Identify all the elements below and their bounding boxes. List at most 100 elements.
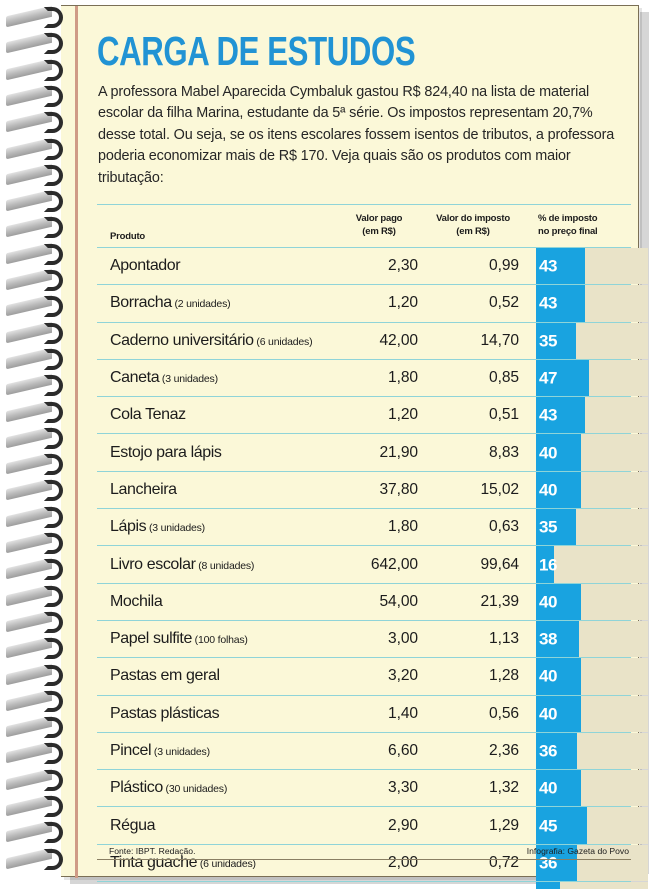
table-row: Tinta guache (6 unidades) 2,00 0,72 36 [97, 844, 648, 883]
spiral-coil-hook [44, 585, 63, 607]
spiral-coil [0, 110, 64, 137]
table-row: Lancheira 37,80 15,02 40 [97, 471, 648, 510]
spiral-coil-hook [44, 401, 63, 423]
column-header-valor-pago: Valor pago (em R$) [340, 212, 418, 238]
spiral-coil [0, 5, 64, 32]
table-row: Pastas plásticas 1,40 0,56 40 [97, 695, 648, 733]
bar-fill [536, 807, 588, 844]
cell-produto: Estojo para lápis [110, 443, 222, 461]
bar-fill [536, 322, 576, 359]
bar-fill [536, 732, 577, 770]
spiral-coil [0, 400, 64, 427]
cell-produto: Apontador [110, 257, 181, 275]
bar-track: 35 [536, 322, 648, 359]
spiral-coil-hook [44, 480, 63, 502]
table-total-row: TOTAL R$828,40 R$171,76 21 [97, 882, 648, 889]
cell-produto: Cola Tenaz [110, 406, 186, 424]
spiral-coil-hook [44, 717, 63, 739]
cell-valor-imposto: 0,56 [489, 704, 519, 722]
bar-label: 36 [539, 741, 557, 761]
cell-valor-imposto: 0,99 [489, 257, 519, 275]
spiral-coil-hook [44, 348, 63, 370]
bar-track: 40 [536, 695, 648, 732]
page-shadow-bottom [70, 876, 648, 884]
bar-track: 38 [536, 620, 648, 658]
bar-label: 40 [539, 592, 557, 612]
cell-valor-imposto: 0,63 [489, 518, 519, 536]
table-row: Papel sulfite (100 folhas) 3,00 1,13 38 [97, 620, 648, 659]
cell-valor-imposto: 1,32 [489, 779, 519, 797]
bar-label: 45 [539, 816, 557, 836]
spiral-coil-hook [44, 533, 63, 554]
spiral-coil [0, 479, 64, 505]
cell-valor-imposto: 1,13 [489, 630, 519, 648]
column-header-valor-pago-line2: (em R$) [362, 226, 396, 237]
table-row: Borracha (2 unidades) 1,20 0,52 43 [97, 285, 648, 323]
bar-track: 43 [536, 285, 648, 322]
bar-fill [536, 583, 582, 620]
spiral-coil-hook [44, 191, 63, 213]
bar-track: 40 [536, 471, 648, 509]
bar-fill [536, 844, 577, 882]
bar-track: 40 [536, 583, 648, 620]
table-row: Mochila 54,00 21,39 40 [97, 583, 648, 621]
spiral-coil-hook [44, 769, 63, 791]
cell-valor-imposto: 14,70 [480, 331, 519, 349]
cell-valor-pago: 21,90 [379, 443, 418, 461]
table-row: Pastas em geral 3,20 1,28 40 [97, 658, 648, 696]
cell-produto-unit: (6 unidades) [197, 857, 256, 870]
bar-label: 47 [539, 368, 557, 388]
spiral-coil [0, 294, 64, 321]
bar-track: 16 [536, 546, 648, 583]
table-body: Apontador 2,30 0,99 43 Borracha (2 unidades)… [97, 248, 648, 883]
spiral-coil [0, 31, 64, 58]
table-row: Caderno universitário (6 unidades) 42,00 1… [97, 322, 648, 360]
spiral-coil [0, 847, 64, 874]
spiral-coil-hook [44, 59, 63, 81]
spiral-coil [0, 663, 64, 690]
cell-produto: Plástico (30 unidades) [110, 779, 228, 797]
cell-produto: Pastas plásticas [110, 704, 220, 722]
spiral-coil-hook [44, 611, 63, 633]
cell-valor-imposto: 0,51 [489, 406, 519, 424]
cell-produto: Pincel (3 unidades) [110, 742, 210, 759]
spiral-coil [0, 742, 64, 768]
data-table: Produto Valor pago (em R$) Valor do impo… [97, 204, 648, 889]
spiral-coil-hook [44, 427, 63, 449]
spiral-coil [0, 768, 64, 795]
bar-fill [536, 546, 555, 583]
cell-valor-imposto: 2,36 [489, 742, 519, 759]
footer-source: Fonte: IBPT. Redação. [109, 846, 196, 856]
spiral-coil-hook [44, 270, 63, 291]
cell-valor-pago: 2,30 [388, 257, 418, 275]
spiral-coil-hook [44, 243, 63, 265]
bar-label: 40 [539, 704, 557, 724]
bar-track: 36 [536, 732, 648, 770]
spiral-coil-hook [44, 296, 63, 318]
bar-label: 43 [539, 256, 557, 276]
cell-valor-pago: 3,30 [388, 779, 418, 797]
bar-fill [536, 285, 585, 322]
cell-valor-pago: 1,40 [388, 704, 418, 722]
spiral-coil [0, 715, 64, 742]
bar-fill [536, 770, 582, 807]
cell-valor-imposto: 0,72 [489, 853, 519, 871]
bar-track: 40 [536, 434, 648, 471]
footer: Fonte: IBPT. Redação. Infografia: Gazeta… [97, 842, 631, 860]
cell-valor-imposto: 99,64 [480, 555, 519, 573]
spiral-coil [0, 636, 64, 663]
table-row: Caneta (3 unidades) 1,80 0,85 47 [97, 359, 648, 398]
bar-track: 35 [536, 509, 648, 546]
cell-valor-imposto: 8,83 [489, 443, 519, 461]
spiral-coil [0, 689, 64, 716]
spiral-coil-hook [44, 217, 63, 239]
cell-valor-imposto: 0,85 [489, 369, 519, 387]
spiral-coil [0, 163, 64, 190]
spiral-coil [0, 610, 64, 637]
bar-label: 40 [539, 666, 557, 686]
spiral-coil-hook [44, 322, 63, 344]
cell-valor-pago: 37,80 [379, 480, 418, 498]
bar-track: 47 [536, 359, 648, 397]
spiral-coil [0, 268, 64, 295]
